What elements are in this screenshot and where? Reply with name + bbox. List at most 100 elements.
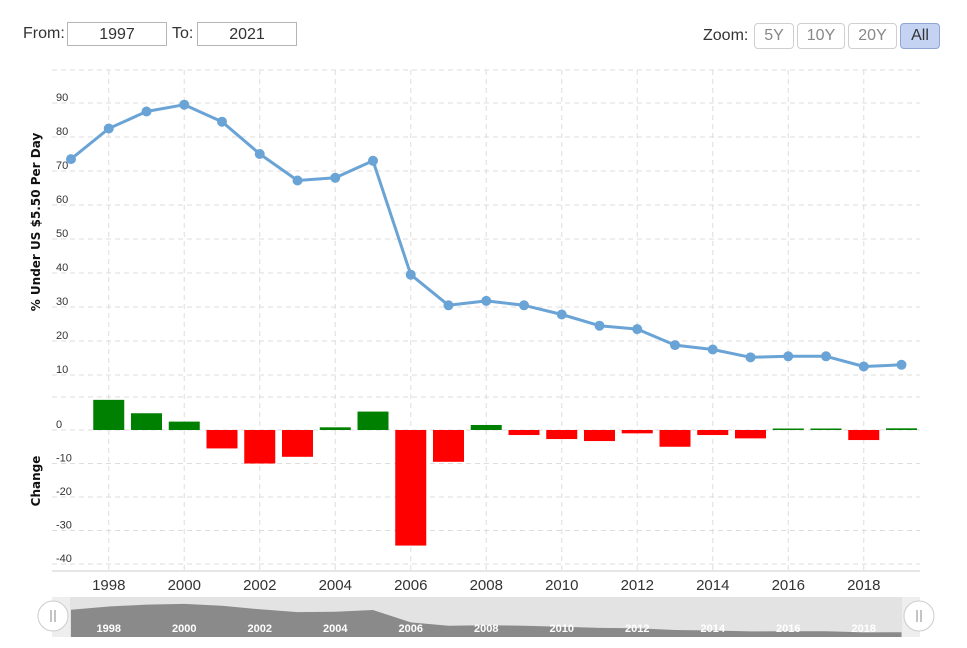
data-point[interactable]	[481, 295, 492, 306]
top-y-axis-ticks: 10 20 30 40 50 60 70 80 90	[56, 92, 68, 376]
x-tick-label: 2004	[319, 577, 352, 594]
y-tick-label: 90	[56, 92, 68, 104]
data-point[interactable]	[330, 172, 341, 183]
y-tick-label: 80	[56, 126, 68, 138]
x-axis: 1998 2000 2002 2004 2006 2008 2010 2012 2014 2016…	[52, 570, 920, 594]
change-tick-label: -10	[56, 453, 72, 465]
bottom-y-axis-label: Change	[29, 456, 43, 507]
top-y-axis-label: % Under US $5.50 Per Day	[29, 133, 43, 312]
change-bar	[282, 430, 313, 457]
zoom-20y-button[interactable]: 20Y	[848, 23, 897, 49]
change-bar	[131, 413, 162, 430]
data-point[interactable]	[858, 361, 869, 372]
change-bar	[470, 424, 502, 430]
data-point[interactable]	[254, 149, 265, 159]
navigator-tick-label: 2014	[701, 623, 726, 635]
x-tick-label: 2010	[545, 577, 578, 594]
data-point[interactable]	[217, 116, 227, 127]
change-bar	[546, 430, 578, 440]
y-tick-label: 30	[56, 296, 68, 308]
to-year-input[interactable]: 2021	[197, 22, 297, 46]
change-bar	[659, 430, 691, 447]
navigator-tick-label: 2004	[323, 623, 348, 635]
navigator-ticks: 1998 2000 2002 2004 2006 2008 2010 2012 2014 2016…	[97, 623, 876, 635]
x-tick-label: 2018	[847, 577, 880, 594]
data-point[interactable]	[405, 269, 416, 280]
y-tick-label: 60	[56, 194, 68, 206]
change-bar	[168, 421, 200, 430]
data-point[interactable]	[179, 99, 190, 110]
change-bar	[848, 430, 880, 441]
zoom-label: Zoom:	[703, 27, 749, 44]
data-point[interactable]	[821, 351, 831, 362]
navigator-tick-label: 2002	[248, 623, 272, 635]
navigator-tick-label: 2018	[852, 623, 876, 635]
change-bar	[772, 428, 804, 430]
change-bar	[395, 430, 427, 546]
y-tick-label: 20	[56, 330, 68, 342]
y-tick-label: 70	[56, 160, 68, 172]
data-point[interactable]	[141, 106, 152, 117]
change-bar	[735, 430, 766, 439]
x-tick-label: 2016	[772, 577, 805, 594]
data-point[interactable]	[556, 309, 567, 320]
navigator-left-handle[interactable]	[37, 600, 69, 632]
change-tick-label: 0	[56, 419, 62, 431]
bottom-y-axis-ticks: 0 -10 -20 -30 -40	[56, 419, 72, 565]
change-bar	[810, 428, 842, 430]
change-tick-label: -30	[56, 520, 72, 532]
zoom-all-button[interactable]: All	[900, 23, 940, 49]
data-point[interactable]	[443, 300, 454, 311]
y-tick-label: 40	[56, 262, 68, 274]
change-bar	[357, 411, 389, 430]
data-point[interactable]	[519, 300, 529, 311]
data-point[interactable]	[103, 123, 114, 134]
change-bar	[621, 430, 653, 434]
x-tick-label: 2012	[621, 577, 654, 594]
change-tick-label: -40	[56, 553, 72, 565]
data-point[interactable]	[292, 175, 303, 186]
x-tick-label: 2002	[243, 577, 276, 594]
zoom-10y-button[interactable]: 10Y	[797, 23, 845, 49]
navigator-right-handle[interactable]	[903, 600, 935, 632]
navigator-tick-label: 1998	[97, 623, 121, 635]
zoom-5y-button[interactable]: 5Y	[754, 23, 794, 49]
x-tick-label: 2006	[394, 577, 427, 594]
data-point[interactable]	[594, 320, 605, 331]
data-point[interactable]	[670, 340, 680, 351]
x-tick-label: 2014	[696, 577, 729, 594]
navigator-tick-label: 2016	[776, 623, 800, 635]
navigator-tick-label: 2000	[172, 623, 196, 635]
data-point[interactable]	[707, 344, 718, 355]
navigator-tick-label: 2006	[399, 623, 423, 635]
navigator[interactable]: 1998 2000 2002 2004 2006 2008 2010 2012 2014 2016…	[37, 597, 935, 637]
x-tick-label: 1998	[92, 577, 125, 594]
from-label: From:	[23, 25, 65, 42]
change-bars	[93, 399, 917, 546]
change-tick-label: -20	[56, 486, 72, 498]
change-bar	[319, 427, 351, 430]
navigator-tick-label: 2008	[474, 623, 498, 635]
change-bar	[584, 430, 615, 442]
x-tick-label: 2008	[470, 577, 503, 594]
x-tick-label: 2000	[168, 577, 201, 594]
to-label: To:	[172, 25, 194, 42]
from-year-input[interactable]: 1997	[67, 22, 167, 46]
change-bar	[206, 430, 238, 449]
data-point[interactable]	[745, 352, 756, 363]
change-bar	[697, 430, 729, 436]
data-point[interactable]	[66, 154, 76, 165]
data-point[interactable]	[896, 359, 907, 370]
range-toolbar: From: 1997 To: 2021 Zoom: 5Y 10Y 20Y All	[0, 0, 967, 60]
navigator-tick-label: 2010	[550, 623, 574, 635]
data-point[interactable]	[783, 351, 794, 362]
change-bar	[244, 430, 276, 464]
data-point[interactable]	[368, 155, 378, 166]
navigator-area	[71, 603, 902, 637]
change-bar	[886, 428, 917, 430]
data-point[interactable]	[632, 324, 643, 335]
y-tick-label: 10	[56, 364, 68, 376]
change-bar	[433, 430, 464, 462]
navigator-tick-label: 2012	[625, 623, 649, 635]
